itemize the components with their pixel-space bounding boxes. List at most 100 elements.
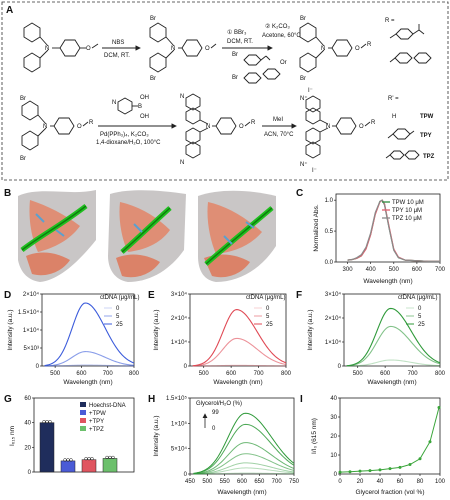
h-tick-label-y-2: 1×10⁵ <box>171 420 188 427</box>
e-tick-label-x-0: 500 <box>199 371 210 377</box>
h-series-5 <box>193 423 295 474</box>
e-tick-label-x-3: 800 <box>281 371 292 377</box>
or-label: Or <box>280 60 287 66</box>
molecule-dibromo-tpa-ome: Br Br N O <box>149 16 217 82</box>
series-i-point-7 <box>408 463 412 466</box>
rprime-definition-label: R' = <box>388 96 399 102</box>
legend-c-tpy: TPY 10 μM <box>392 208 422 214</box>
f-tick-label-x-2: 700 <box>408 371 419 377</box>
i-tick-label-x-2: 40 <box>377 479 384 485</box>
plot-f-xticks: 500 600 700 800 <box>353 366 446 377</box>
plot-i-frame <box>339 397 441 475</box>
d-tick-label-y-4: 2×10⁴ <box>23 291 40 298</box>
h-series-4 <box>193 442 295 475</box>
plot-e-series <box>192 309 287 367</box>
plot-f-series <box>346 307 441 367</box>
e-series-0 <box>192 364 287 367</box>
panel-b: B <box>4 188 278 282</box>
atom-i-2: I⁻ <box>312 168 317 174</box>
legend-f-0: 0 <box>418 306 422 312</box>
d-tick-label-y-1: 5×10³ <box>23 346 39 352</box>
series-i-point-8 <box>418 457 422 461</box>
i-tick-label-y-3: 30 <box>330 415 337 421</box>
tick-label-c-y-2: 1.0 <box>325 198 334 204</box>
e-series-2 <box>192 309 287 367</box>
docking-image-1 <box>14 188 98 282</box>
f-tick-label-x-3: 800 <box>435 371 446 377</box>
e-tick-label-x-2: 700 <box>254 371 265 377</box>
reagent-dcm-2: DCM, RT. <box>227 39 253 45</box>
i-tick-label-x-3: 60 <box>397 479 404 485</box>
r-definition-label: R = <box>385 18 395 24</box>
panel-d: D ctDNA (μg/mL) 0 5 25 500 600 700 800 0 5×1… <box>4 290 140 386</box>
plot-e-xlabel: Wavelength (nm) <box>213 379 262 386</box>
molecule-pyridinium-product: I⁻ N⁺ N⁺ I⁻ N O R <box>300 88 376 174</box>
reagent-k2co3: ② K₂CO₃ <box>265 23 290 30</box>
legend-g-tpw: +TPW <box>89 411 106 417</box>
atom-o-3: O <box>355 46 360 52</box>
plot-d-series <box>44 302 135 367</box>
atom-br-2: Br <box>150 76 156 82</box>
panel-d-label: D <box>4 290 11 301</box>
plot-i-yticks: 0 10 20 30 40 <box>330 396 340 478</box>
plot-c-yticks: 0.0 0.5 1.0 <box>325 198 336 266</box>
g-tick-label-y-3: 60 <box>24 396 31 402</box>
atom-i-1: I⁻ <box>308 88 313 94</box>
plot-e-ylabel: Intensity (a.u.) <box>153 309 160 350</box>
plot-f-title: ctDNA (μg/mL) <box>398 295 437 301</box>
atom-br-5: Br <box>20 96 26 102</box>
plot-d-ylabel: Intensity (a.u.) <box>7 309 14 350</box>
d-tick-label-x-1: 600 <box>76 371 87 377</box>
compound-tpw: TPW <box>420 114 434 120</box>
bar-g-3-point-2 <box>111 455 115 460</box>
series-i-point-3 <box>368 469 372 473</box>
plot-f-ylabel: Intensity (a.u.) <box>307 309 314 350</box>
bar-g-3 <box>102 458 118 473</box>
panel-h-label: H <box>148 394 155 405</box>
e-tick-label-y-3: 3×10⁴ <box>171 291 188 298</box>
atom-n-6: N <box>180 160 184 166</box>
plot-i-series <box>338 406 441 474</box>
atom-o-1: O <box>86 46 91 52</box>
plot-f-yticks: 0 1×10⁴ 2×10⁴ 3×10⁴ <box>325 291 344 370</box>
panel-a-label: A <box>6 5 13 16</box>
e-tick-label-y-0: 0 <box>184 364 188 370</box>
series-i-point-6 <box>398 465 402 469</box>
plot-h-title: Glycerol/H₂O (%) <box>196 401 242 407</box>
e-tick-label-x-1: 600 <box>226 371 237 377</box>
plot-c-ylabel: Normalized Abs. <box>313 204 320 252</box>
legend-d-5: 5 <box>116 314 120 320</box>
rprime-biphenylmethyl <box>385 150 420 160</box>
atom-n-4: N <box>43 124 47 130</box>
f-tick-label-y-2: 2×10⁴ <box>325 315 342 322</box>
reagent-dcm-1: DCM, RT. <box>104 53 130 59</box>
panel-i: I 0 20 40 60 80 100 0 10 20 30 40 Glycerol fracti… <box>300 394 446 496</box>
r-isopropylbenzyl <box>389 24 425 40</box>
docking-image-3 <box>194 188 278 282</box>
plot-e-frame <box>189 293 287 367</box>
panel-c-label: C <box>296 188 303 199</box>
h-series-2 <box>193 462 295 475</box>
reagent-acetone: Acetone, 60°C <box>262 33 301 39</box>
plot-d-xticks: 500 600 700 800 <box>50 366 140 377</box>
h-tick-label-x-5: 700 <box>272 479 283 485</box>
plot-h-yticks: 0 5×10⁴ 1×10⁵ 1.5×10⁵ <box>166 395 190 478</box>
legend-d-0: 0 <box>116 306 120 312</box>
reagent-bbr3: ① BBr₃ <box>227 29 247 36</box>
d-series-2 <box>44 302 135 367</box>
e-series-1 <box>192 337 287 367</box>
h-tick-label-x-2: 550 <box>220 479 231 485</box>
bar-g-1-point-2 <box>69 458 73 462</box>
atom-oh-1: OH <box>140 95 149 101</box>
f-series-2 <box>346 307 441 367</box>
plot-g-bars <box>39 420 118 473</box>
e-tick-label-y-2: 2×10⁴ <box>171 315 188 322</box>
tick-label-c-y-1: 0.5 <box>325 229 334 235</box>
reagent-acn: ACN, 70°C <box>264 132 294 138</box>
atom-n-2: N <box>171 46 175 52</box>
alkyl-halide-options: Br Or Br <box>232 52 287 84</box>
plot-f-frame <box>343 293 441 367</box>
series-c-2 <box>347 199 440 262</box>
series-i-point-9 <box>428 440 432 444</box>
